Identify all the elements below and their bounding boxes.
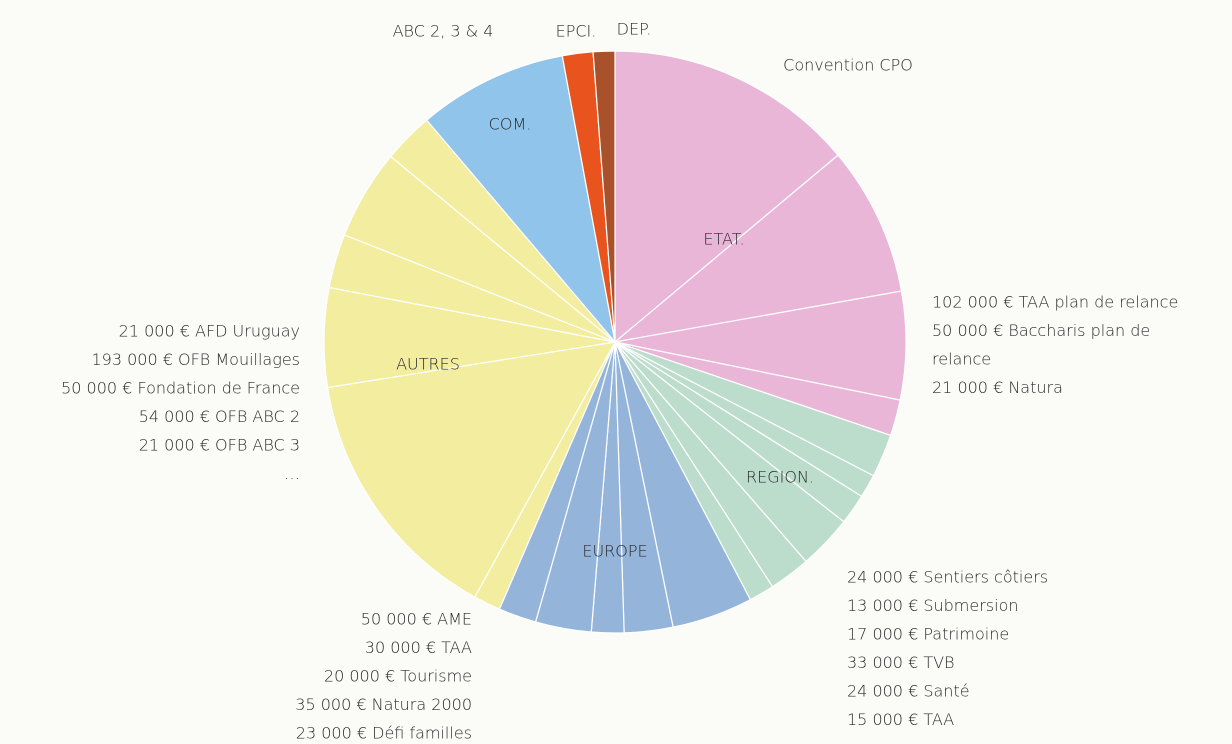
note-line: … (284, 464, 300, 483)
slice-label: EPCI. (556, 22, 597, 41)
note-line: 21 000 € AFD Uruguay (119, 322, 300, 341)
slice-label: REGION. (746, 468, 814, 487)
pie-slice (326, 341, 617, 598)
pie-slice (612, 154, 903, 343)
note-line: 21 000 € OFB ABC 3 (139, 436, 300, 455)
note-line: 17 000 € Patrimoine (847, 625, 1009, 644)
note-line: 30 000 € TAA (365, 638, 472, 657)
note-line: 20 000 € Tourisme (324, 667, 472, 686)
annotation: ABC 2, 3 & 4 (393, 22, 494, 41)
pie-slice (425, 55, 616, 345)
annotation: Convention CPO (783, 56, 913, 75)
note-line: 35 000 € Natura 2000 (295, 695, 472, 714)
note-line: relance (932, 350, 991, 369)
slice-label: COM. (489, 115, 532, 134)
slice-label: DEP. (617, 20, 652, 39)
pie-slice (614, 50, 839, 344)
note-line: 193 000 € OFB Mouillages (91, 350, 300, 369)
note-line: 102 000 € TAA plan de relance (932, 293, 1178, 312)
note-line: 13 000 € Submersion (847, 596, 1019, 615)
note-line: 21 000 € Natura (932, 378, 1063, 397)
slice-label: ETAT. (703, 230, 744, 249)
note-line: 24 000 € Santé (847, 682, 970, 701)
slice-label: EUROPE (582, 542, 647, 561)
note-line: 50 000 € Baccharis plan de (932, 321, 1150, 340)
note-line: 50 000 € AME (361, 610, 472, 629)
note-line: 24 000 € Sentiers côtiers (847, 568, 1048, 587)
note-line: 54 000 € OFB ABC 2 (139, 407, 300, 426)
note-line: 50 000 € Fondation de France (61, 379, 300, 398)
note-line: 15 000 € TAA (847, 710, 954, 729)
note-line: 33 000 € TVB (847, 653, 955, 672)
note-line: 23 000 € Défi familles (296, 724, 472, 743)
pie-slice (592, 50, 616, 343)
slice-label: AUTRES (396, 355, 460, 374)
